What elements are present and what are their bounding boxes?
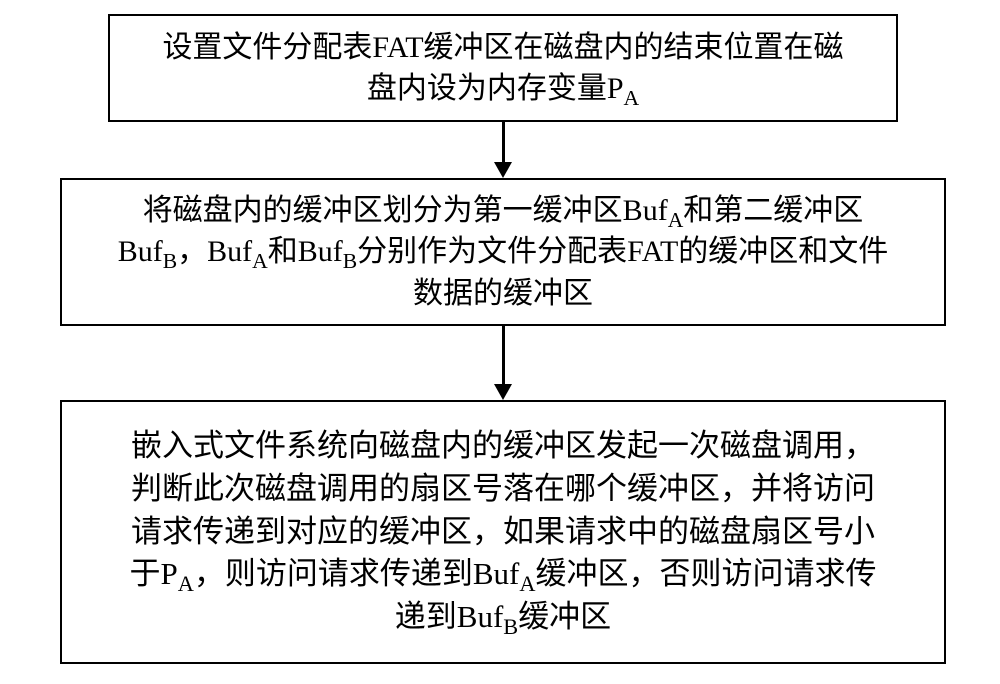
arrow-1-line [502, 122, 505, 162]
arrow-1-head [494, 162, 512, 178]
flow-step-1-text: 设置文件分配表FAT缓冲区在磁盘内的结束位置在磁盘内设为内存变量PA [128, 27, 878, 110]
flow-step-1: 设置文件分配表FAT缓冲区在磁盘内的结束位置在磁盘内设为内存变量PA [108, 14, 898, 122]
flow-step-2: 将磁盘内的缓冲区划分为第一缓冲区BufA和第二缓冲区BufB，BufA和BufB… [60, 178, 946, 326]
flowchart-canvas: 设置文件分配表FAT缓冲区在磁盘内的结束位置在磁盘内设为内存变量PA 将磁盘内的… [0, 0, 1000, 684]
arrow-2-line [502, 326, 505, 384]
arrow-2-head [494, 384, 512, 400]
flow-step-3: 嵌入式文件系统向磁盘内的缓冲区发起一次磁盘调用，判断此次磁盘调用的扇区号落在哪个… [60, 400, 946, 664]
flow-step-3-text: 嵌入式文件系统向磁盘内的缓冲区发起一次磁盘调用，判断此次磁盘调用的扇区号落在哪个… [80, 425, 926, 639]
flow-step-2-text: 将磁盘内的缓冲区划分为第一缓冲区BufA和第二缓冲区BufB，BufA和BufB… [80, 190, 926, 314]
